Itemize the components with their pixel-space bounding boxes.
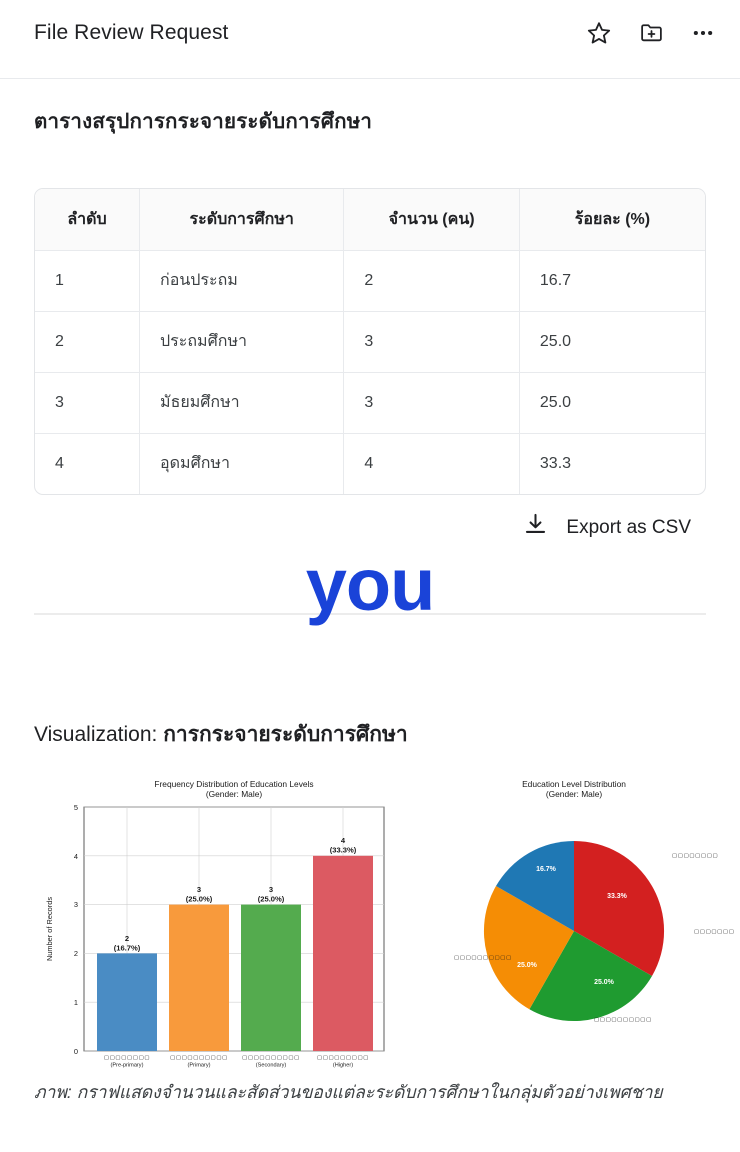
x-tick-0-native: ▢▢▢▢▢▢▢▢ <box>104 1055 150 1061</box>
bar-label-2-value: 3 <box>269 885 273 894</box>
pie-category-secondary: ▢▢▢▢▢▢▢▢▢▢ <box>594 1017 652 1023</box>
bar-y-axis-label: Number of Records <box>45 897 54 961</box>
page-title: File Review Request <box>34 21 229 44</box>
x-tick-1-native: ▢▢▢▢▢▢▢▢▢▢ <box>170 1055 228 1061</box>
cell-percent: 25.0 <box>519 372 705 434</box>
pie-label-higher: 33.3% <box>607 893 628 900</box>
export-csv-button[interactable]: Export as CSV <box>522 511 691 544</box>
download-icon <box>522 511 549 544</box>
star-icon[interactable] <box>584 18 614 48</box>
pie-category-higher: ▢▢▢▢▢▢▢▢▢ <box>694 929 734 935</box>
bar-label-1-percent: (25.0%) <box>186 895 213 904</box>
cell-level: ประถมศึกษา <box>139 311 345 373</box>
cell-count: 4 <box>343 433 520 494</box>
bar-secondary <box>241 904 301 1051</box>
overlay-text: you <box>305 543 436 626</box>
cell-no: 3 <box>35 372 141 434</box>
bar-label-3-percent: (33.3%) <box>330 846 357 855</box>
x-tick-1-english: (Primary) <box>188 1063 211 1069</box>
pie-slice-secondary <box>529 931 652 1022</box>
pie-chart: Education Level Distribution (Gender: Ma… <box>454 779 734 1023</box>
pie-label-pre-primary: 16.7% <box>536 866 557 873</box>
bar-higher <box>313 855 373 1051</box>
section-title: ตารางสรุปการกระจายระดับการศึกษา <box>34 110 373 133</box>
header-actions <box>584 18 718 61</box>
table-row: 1 ก่อนประถม 2 16.7 <box>35 250 705 312</box>
more-options-icon[interactable] <box>688 18 718 48</box>
overlay-block: you <box>34 548 706 644</box>
y-tick-3: 3 <box>74 900 78 909</box>
y-tick-0: 0 <box>74 1047 78 1056</box>
bar-chart-title: Frequency Distribution of Education Leve… <box>154 779 313 789</box>
bar-label-2-percent: (25.0%) <box>258 895 285 904</box>
figure-caption: ภาพ: กราฟแสดงจำนวนและสัดส่วนของแต่ละระดั… <box>34 1082 663 1102</box>
cell-count: 2 <box>343 250 520 312</box>
pie-slice-labels: 33.3% 25.0% 25.0% 16.7% <box>517 866 628 986</box>
cell-percent: 16.7 <box>519 250 705 312</box>
pie-slice-higher <box>574 841 665 976</box>
section-divider <box>34 613 706 615</box>
bar-label-0-percent: (16.7%) <box>114 944 141 953</box>
bar-chart-subtitle: (Gender: Male) <box>206 789 263 799</box>
pie-category-primary: ▢▢▢▢▢▢▢▢▢▢ <box>454 955 512 961</box>
pie-label-secondary: 25.0% <box>594 979 615 986</box>
y-tick-4: 4 <box>74 852 78 861</box>
bar-label-0-value: 2 <box>125 934 129 943</box>
pie-category-labels: ▢▢▢▢▢▢▢▢ ▢▢▢▢▢▢▢▢▢ ▢▢▢▢▢▢▢▢▢▢ ▢▢▢▢▢▢▢▢▢▢ <box>454 853 734 1023</box>
y-tick-1: 1 <box>74 998 78 1007</box>
x-tick-3-english: (Higher) <box>333 1063 353 1069</box>
bar-value-labels: 2 (16.7%) 3 (25.0%) 3 (25.0%) 4 (33.3%) <box>114 836 357 953</box>
bar-primary <box>169 904 229 1051</box>
bar-chart: Frequency Distribution of Education Leve… <box>45 779 385 1069</box>
cell-count: 3 <box>343 372 520 434</box>
table-row: 3 มัธยมศึกษา 3 25.0 <box>35 372 705 434</box>
add-to-folder-icon[interactable] <box>636 18 666 48</box>
pie-slices <box>483 841 665 1022</box>
cell-percent: 33.3 <box>539 454 572 472</box>
cell-no: 2 <box>35 311 141 373</box>
cell-count: 3 <box>343 311 520 373</box>
bar-x-tick-labels: ▢▢▢▢▢▢▢▢ (Pre-primary) ▢▢▢▢▢▢▢▢▢▢ (Prima… <box>104 1055 369 1069</box>
cell-percent: 25.0 <box>519 311 705 373</box>
summary-table: ลำดับ ระดับการศึกษา จำนวน (คน) ร้อยละ (%… <box>34 188 706 495</box>
pie-slice-pre-primary <box>496 841 574 931</box>
bar-y-ticks: 0 1 2 3 4 5 <box>74 803 78 1056</box>
bar-label-3-value: 4 <box>341 836 346 845</box>
x-tick-3-native: ▢▢▢▢▢▢▢▢▢ <box>317 1055 369 1061</box>
cell-level: อุดมศึกษา <box>139 433 345 494</box>
column-header-count: จำนวน (คน) <box>343 189 520 251</box>
cell-no: 4 <box>35 433 141 494</box>
charts-figure: Frequency Distribution of Education Leve… <box>34 771 734 1071</box>
cell-level: มัธยมศึกษา <box>139 372 345 434</box>
cell-level: ก่อนประถม <box>139 250 345 312</box>
column-header-no: ลำดับ <box>35 189 141 251</box>
app-header: File Review Request <box>0 0 740 79</box>
x-tick-0-english: (Pre-primary) <box>111 1063 144 1069</box>
table-row: 4 อุดมศึกษา 4 33.3 <box>35 433 705 494</box>
column-header-level: ระดับการศึกษา <box>139 189 345 251</box>
table-header-row: ลำดับ ระดับการศึกษา จำนวน (คน) ร้อยละ (%… <box>35 189 705 251</box>
y-tick-5: 5 <box>74 803 78 812</box>
pie-label-primary: 25.0% <box>517 962 538 969</box>
x-tick-2-english: (Secondary) <box>256 1063 287 1069</box>
export-row: Export as CSV <box>34 511 706 544</box>
visualization-title: การกระจายระดับการศึกษา <box>163 723 408 746</box>
pie-slice-primary <box>483 886 574 1010</box>
pie-category-pre-primary: ▢▢▢▢▢▢▢▢ <box>672 853 718 859</box>
bar-label-1-value: 3 <box>197 885 201 894</box>
visualization-heading: Visualization: การกระจายระดับการศึกษา <box>34 718 706 751</box>
pie-chart-subtitle: (Gender: Male) <box>546 789 603 799</box>
y-tick-2: 2 <box>74 949 78 958</box>
pie-chart-title: Education Level Distribution <box>522 779 626 789</box>
charts-svg: Frequency Distribution of Education Leve… <box>45 779 734 1069</box>
x-tick-2-native: ▢▢▢▢▢▢▢▢▢▢ <box>242 1055 300 1061</box>
visualization-prefix: Visualization: <box>34 723 164 746</box>
bar-pre-primary <box>97 953 157 1051</box>
cell-no: 1 <box>35 250 141 312</box>
table-row: 2 ประถมศึกษา 3 25.0 <box>35 311 705 373</box>
column-header-percent: ร้อยละ (%) <box>519 189 705 251</box>
export-csv-label: Export as CSV <box>566 516 691 538</box>
